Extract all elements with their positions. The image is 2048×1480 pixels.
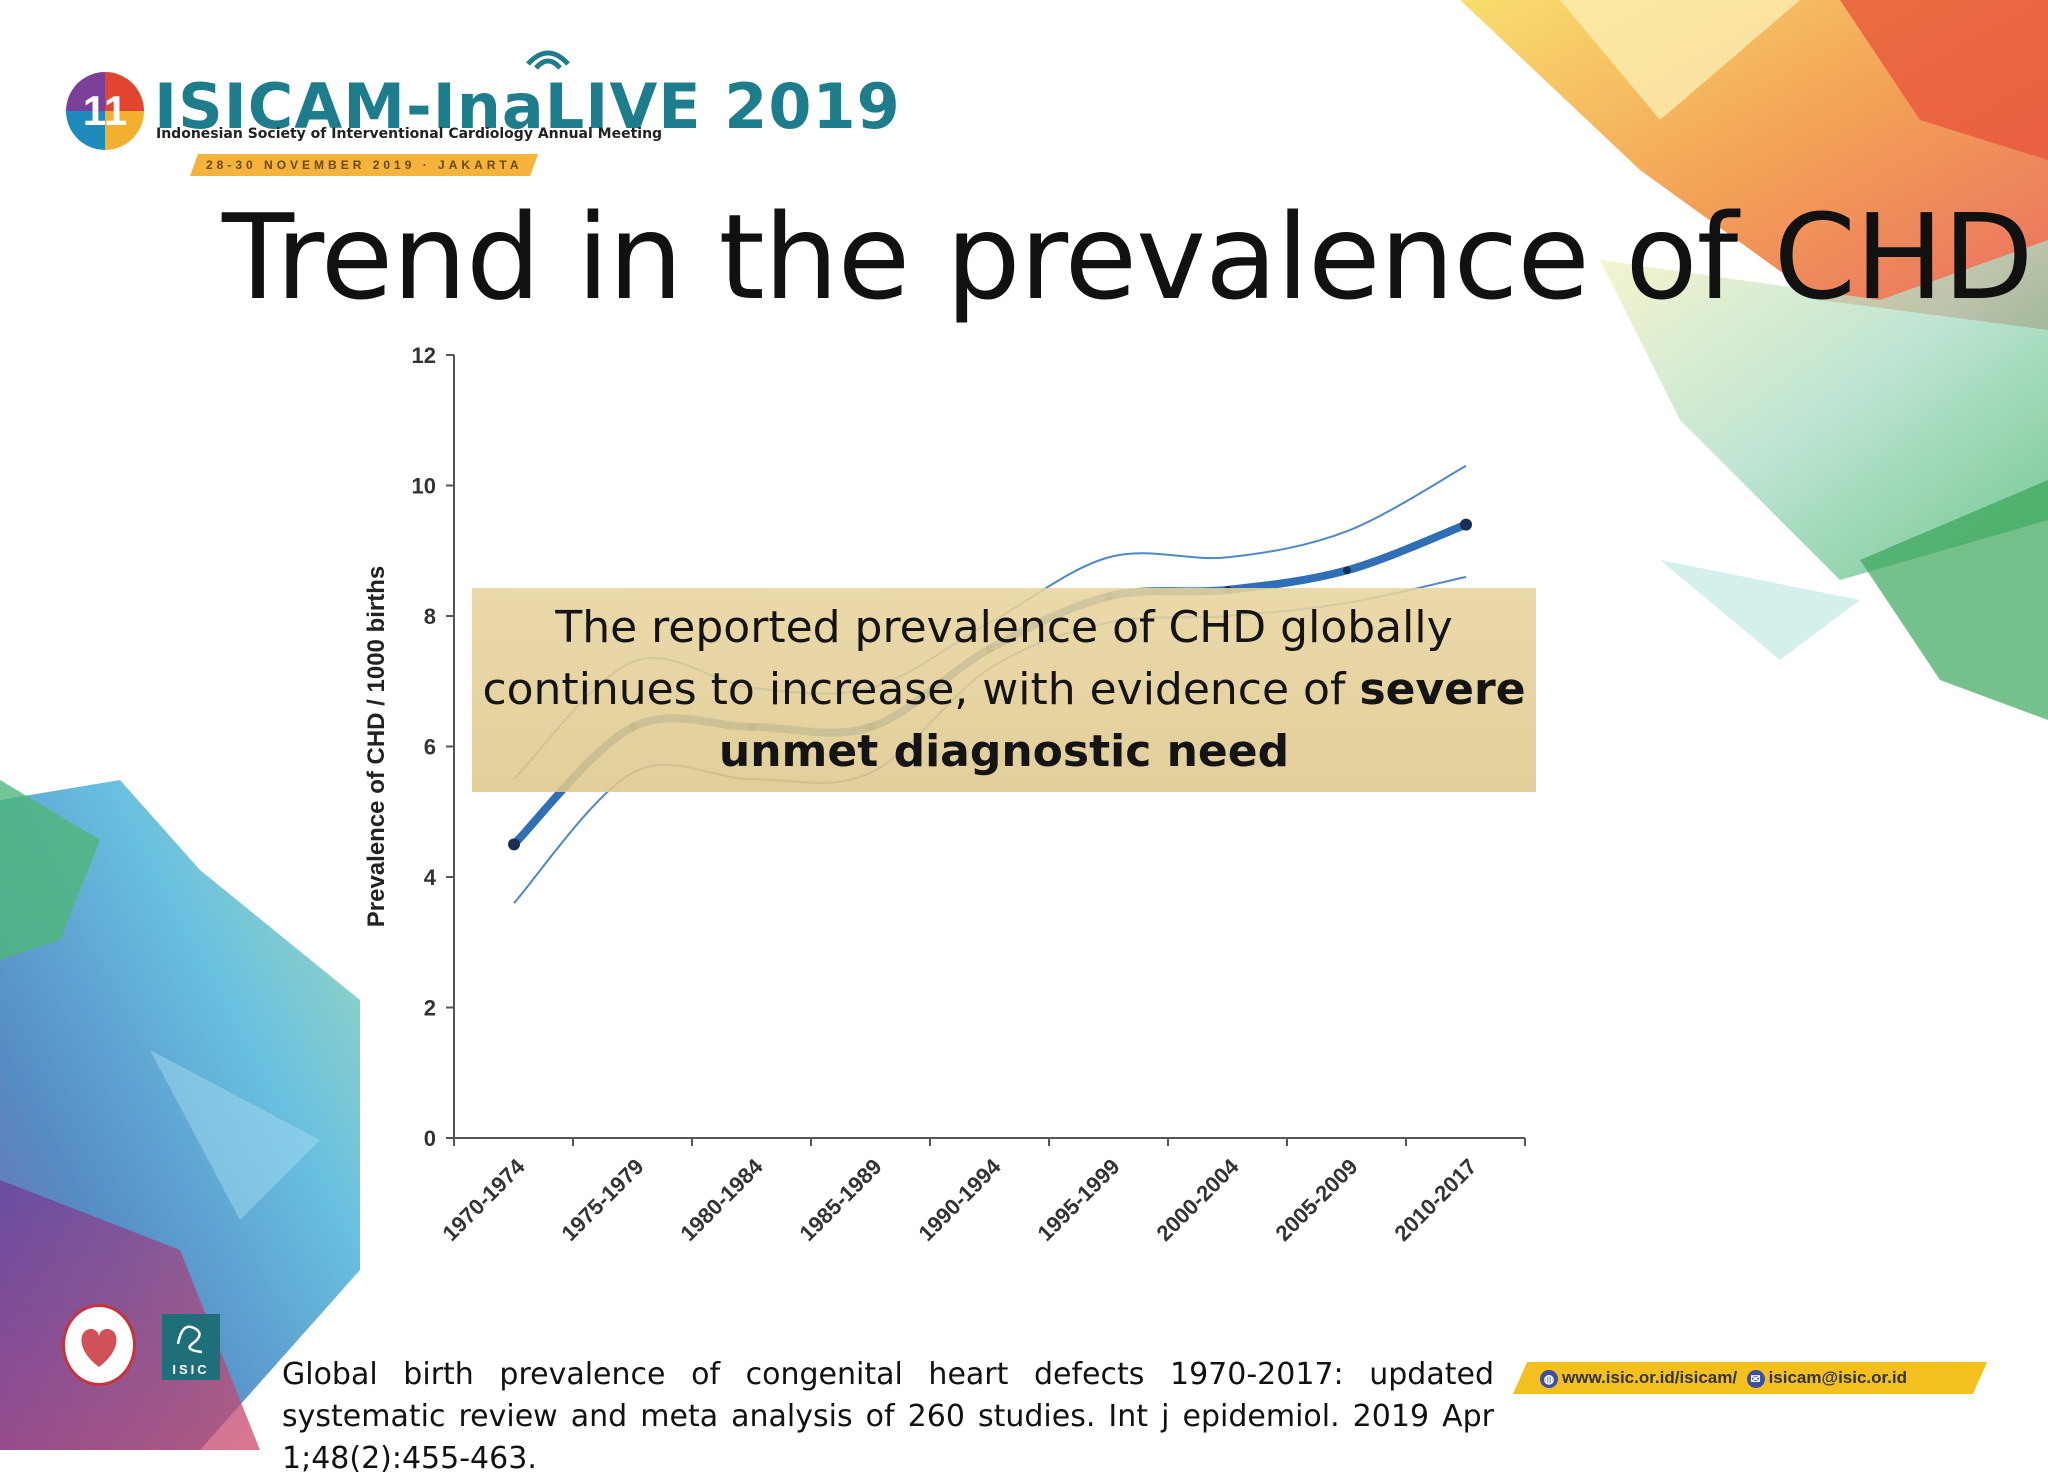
y-tick-label: 2 [424, 996, 436, 1021]
y-tick-label: 0 [424, 1126, 436, 1151]
reference-citation: Global birth prevalence of congenital he… [282, 1357, 1494, 1476]
contact-website[interactable]: www.isic.or.id/isicam/ [1562, 1368, 1738, 1387]
logo-society-name: Indonesian Society of Interventional Car… [156, 126, 663, 142]
isic-logo-text: ISIC [172, 1362, 210, 1377]
contact-email[interactable]: isicam@isic.or.id [1768, 1368, 1908, 1387]
globe-icon: ◍ [1540, 1369, 1558, 1388]
y-tick-label: 12 [412, 343, 436, 368]
x-tick-label: 1985-1989 [794, 1154, 886, 1246]
prevalence-point [1343, 566, 1351, 575]
y-axis-label: Prevalence of CHD / 1000 births [363, 566, 390, 927]
heart-association-logo [62, 1304, 136, 1386]
prevalence-point [1460, 518, 1472, 531]
callout-text-bold: severe unmet diagnostic need [718, 664, 1526, 777]
x-tick-label: 1980-1984 [675, 1153, 768, 1246]
callout-text: The reported prevalence of CHD globally … [472, 597, 1536, 783]
isic-emblem-icon [176, 1325, 203, 1354]
logo-dates: 28-30 NOVEMBER 2019 · JAKARTA [189, 154, 539, 176]
y-tick-label: 6 [424, 735, 436, 760]
y-tick-label: 10 [412, 474, 436, 499]
x-tick-label: 1975-1979 [556, 1154, 648, 1246]
logo-dates-text: 28-30 NOVEMBER 2019 · JAKARTA [205, 158, 523, 172]
logo-event-name: ISICAM-InaLIVE 2019 [154, 70, 901, 143]
heart-icon [81, 1329, 117, 1367]
callout-box: The reported prevalence of CHD globally … [472, 588, 1536, 792]
y-tick-label: 4 [424, 865, 437, 890]
prevalence-chart: 0 2 4 6 8 10 12 1970-1974 1975-1979 1980-1984 1985… [363, 343, 1526, 1246]
isic-logo: ISIC [162, 1314, 220, 1380]
x-tick-label: 1990-1994 [913, 1153, 1006, 1246]
logo-badge: 11 [66, 72, 144, 150]
contact-info: ◍ www.isic.or.id/isicam/ ✉ isicam@isic.or.… [1540, 1362, 1907, 1394]
wifi-icon [526, 50, 570, 70]
x-tick-label: 2005-2009 [1270, 1154, 1362, 1246]
prevalence-point [508, 838, 520, 851]
callout-text-regular: The reported prevalence of CHD globally … [482, 602, 1453, 715]
event-logo: 11 ISICAM-InaLIVE 2019 Indonesian Societ… [66, 34, 900, 184]
x-tick-label: 1970-1974 [437, 1153, 530, 1246]
y-tick-label: 8 [424, 604, 436, 629]
mail-icon: ✉ [1746, 1369, 1765, 1388]
decorative-background [0, 0, 2048, 1450]
slide-title: Trend in the prevalence of CHD [222, 188, 2034, 326]
x-tick-label: 2010-2017 [1389, 1154, 1481, 1246]
x-tick-label: 2000-2004 [1151, 1153, 1244, 1246]
x-tick-label: 1995-1999 [1032, 1154, 1124, 1246]
